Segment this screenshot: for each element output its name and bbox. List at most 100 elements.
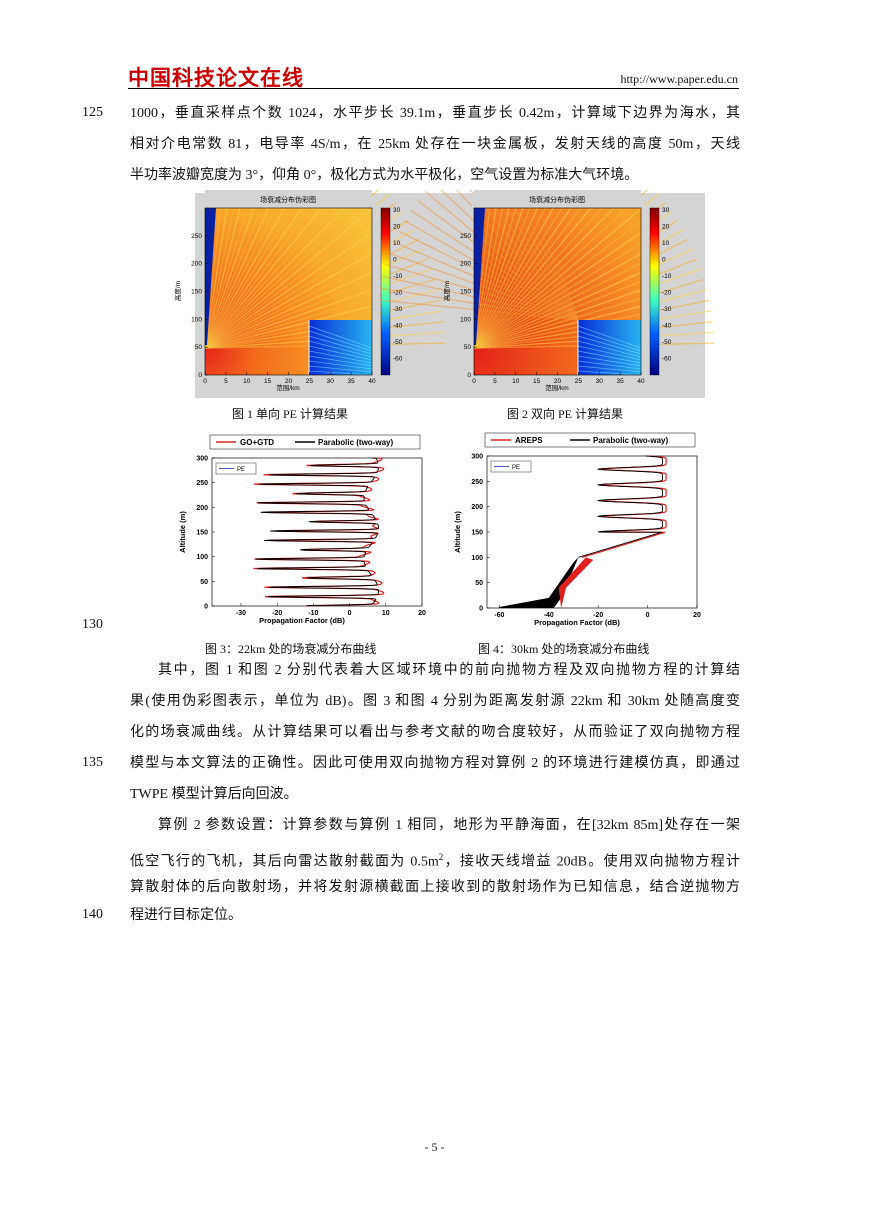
x-tick-label: 40 xyxy=(637,378,645,385)
ray xyxy=(473,190,515,349)
x-tick-label: 15 xyxy=(533,378,541,385)
ray xyxy=(493,190,579,321)
y-tick-label: 200 xyxy=(196,505,208,512)
y-axis-label: 高度/m xyxy=(442,281,451,301)
ray xyxy=(577,330,642,352)
y-tick-label: 250 xyxy=(460,233,471,240)
shadow-zone xyxy=(474,208,485,345)
y-tick-label: 150 xyxy=(471,530,483,537)
y-tick-label: 0 xyxy=(467,372,471,379)
legend-label: PE xyxy=(512,465,520,471)
x-tick-label: 10 xyxy=(382,610,390,617)
colorbar-label: -30 xyxy=(393,306,403,313)
ray xyxy=(204,190,224,349)
line-text: 果(使用伪彩图表示，单位为 dB)。图 3 和图 4 分别为距离发射源 22km… xyxy=(130,694,740,709)
x-tick-label: 0 xyxy=(348,610,352,617)
colorbar-label: -20 xyxy=(662,290,672,297)
caption: 图 2 双向 PE 计算结果 xyxy=(507,407,624,421)
x-tick-label: 20 xyxy=(693,612,701,619)
x-tick-label: 25 xyxy=(306,378,314,385)
ray xyxy=(308,360,373,370)
url: http://www.paper.edu.cn xyxy=(620,72,738,86)
x-tick-label: -40 xyxy=(544,612,554,619)
ray xyxy=(308,330,373,352)
x-tick-label: 0 xyxy=(203,378,207,385)
x-tick-label: 20 xyxy=(554,378,562,385)
ray xyxy=(385,264,579,321)
line-text: 半功率波瓣宽度为 3°，仰角 0°，极化方式为水平极化，空气设置为标准大气环境。 xyxy=(130,168,639,183)
text-line: 算例 2 参数设置：计算参数与算例 1 相同，地形为平静海面，在[32km 85… xyxy=(158,817,740,835)
y-tick-label: 50 xyxy=(475,580,483,587)
y-axis-label: Altitude (m) xyxy=(453,511,462,553)
line-text: 化的场衰减曲线。从计算结果可以看出与参考文献的吻合度较好，从而验证了双向抛物方程 xyxy=(130,725,740,740)
line-number: 135 xyxy=(82,755,103,770)
ray xyxy=(473,289,708,349)
y-tick-label: 150 xyxy=(191,289,202,296)
caption: 图 4：30km 处的场衰减分布曲线 xyxy=(478,642,650,656)
x-tick-label: -60 xyxy=(494,612,504,619)
y-tick-label: 150 xyxy=(460,289,471,296)
text-line: 其中，图 1 和图 2 分别代表着大区域环境中的前向抛物方程及双向抛物方程的计算… xyxy=(158,662,740,680)
x-tick-label: 35 xyxy=(348,378,356,385)
y-tick-label: 50 xyxy=(464,344,472,351)
ray xyxy=(440,190,579,321)
x-tick-label: 35 xyxy=(617,378,625,385)
line-number: 125 xyxy=(82,105,103,120)
line-text: 算例 2 参数设置：计算参数与算例 1 相同，地形为平静海面，在[32km 85… xyxy=(158,818,740,833)
ray xyxy=(473,202,666,349)
colorbar-label: -50 xyxy=(393,339,403,346)
x-tick-label: 0 xyxy=(646,612,650,619)
y-tick-label: 0 xyxy=(479,606,483,613)
x-tick-label: 5 xyxy=(224,378,228,385)
x-tick-label: 10 xyxy=(512,378,520,385)
mask xyxy=(472,204,474,208)
black-curve xyxy=(578,455,663,558)
line-text: ，接收天线增益 20dB。使用双向抛物方程计 xyxy=(443,854,741,870)
ray xyxy=(204,190,316,349)
ray xyxy=(514,190,579,321)
ray xyxy=(482,190,579,321)
text-line: 低空飞行的飞机，其后向雷达散射截面为 0.5m2，接收天线增益 20dB。使用双… xyxy=(130,848,740,872)
x-axis-label: 范围/km xyxy=(276,383,299,392)
ray xyxy=(577,355,642,367)
inner-legend xyxy=(215,462,257,475)
ray xyxy=(577,365,642,373)
y-tick-label: 50 xyxy=(200,579,208,586)
y-tick-label: 100 xyxy=(196,554,208,561)
header-rule xyxy=(128,88,739,89)
caption: 图 3：22km 处的场衰减分布曲线 xyxy=(205,642,377,656)
mask xyxy=(474,190,641,208)
colorbar-label: -10 xyxy=(393,273,403,280)
y-tick-label: 150 xyxy=(196,530,208,537)
y-tick-label: 300 xyxy=(471,454,483,461)
ray xyxy=(473,190,596,349)
x-tick-label: 0 xyxy=(472,378,476,385)
ray xyxy=(204,258,429,349)
x-tick-label: -20 xyxy=(272,610,282,617)
text-line: TWPE 模型计算后向回波。 xyxy=(130,786,740,804)
colorbar-label: -20 xyxy=(393,290,403,297)
ray xyxy=(469,190,579,321)
colorbar-label: -10 xyxy=(662,273,672,280)
ray xyxy=(577,340,642,358)
y-axis-label: 高度/m xyxy=(173,281,182,301)
red-curve xyxy=(581,455,667,558)
ray xyxy=(473,190,530,349)
ray xyxy=(204,190,254,349)
colorbar-label: -40 xyxy=(662,323,672,330)
ray xyxy=(204,190,306,349)
line-text: 低空飞行的飞机，其后向雷达散射截面为 0.5m xyxy=(130,854,439,870)
ray xyxy=(204,190,238,349)
ray xyxy=(473,190,556,349)
y-tick-label: 0 xyxy=(198,372,202,379)
line-text: 程进行目标定位。 xyxy=(130,908,242,923)
colorbar-label: -50 xyxy=(662,339,672,346)
y-tick-label: 200 xyxy=(460,261,471,268)
y-tick-label: 250 xyxy=(471,479,483,486)
x-tick-label: -30 xyxy=(236,610,246,617)
text-line: 模型与本文算法的正确性。因此可使用双向抛物方程对算例 2 的环境进行建模仿真，即… xyxy=(130,755,740,773)
ray xyxy=(473,190,507,349)
ray xyxy=(577,370,642,376)
legend-label: PE xyxy=(237,467,245,473)
ray xyxy=(308,335,373,355)
